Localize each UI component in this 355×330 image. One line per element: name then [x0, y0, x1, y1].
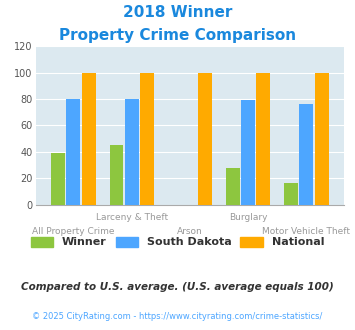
Text: Motor Vehicle Theft: Motor Vehicle Theft — [262, 227, 350, 236]
Bar — [125, 99, 139, 205]
Text: Compared to U.S. average. (U.S. average equals 100): Compared to U.S. average. (U.S. average … — [21, 282, 334, 292]
Bar — [241, 100, 255, 205]
Text: 2018 Winner: 2018 Winner — [123, 5, 232, 20]
Bar — [66, 99, 80, 205]
Bar — [198, 73, 212, 205]
Text: All Property Crime: All Property Crime — [32, 227, 115, 236]
Bar — [140, 73, 154, 205]
Bar — [315, 73, 329, 205]
Bar — [300, 104, 313, 205]
Text: Burglary: Burglary — [229, 213, 267, 222]
Text: Arson: Arson — [177, 227, 203, 236]
Text: Property Crime Comparison: Property Crime Comparison — [59, 28, 296, 43]
Legend: Winner, South Dakota, National: Winner, South Dakota, National — [27, 232, 328, 252]
Text: Larceny & Theft: Larceny & Theft — [95, 213, 168, 222]
Bar — [284, 183, 298, 205]
Bar — [226, 168, 240, 205]
Bar — [51, 153, 65, 205]
Bar — [256, 73, 271, 205]
Bar — [109, 145, 124, 205]
Text: © 2025 CityRating.com - https://www.cityrating.com/crime-statistics/: © 2025 CityRating.com - https://www.city… — [32, 312, 323, 321]
Bar — [82, 73, 95, 205]
